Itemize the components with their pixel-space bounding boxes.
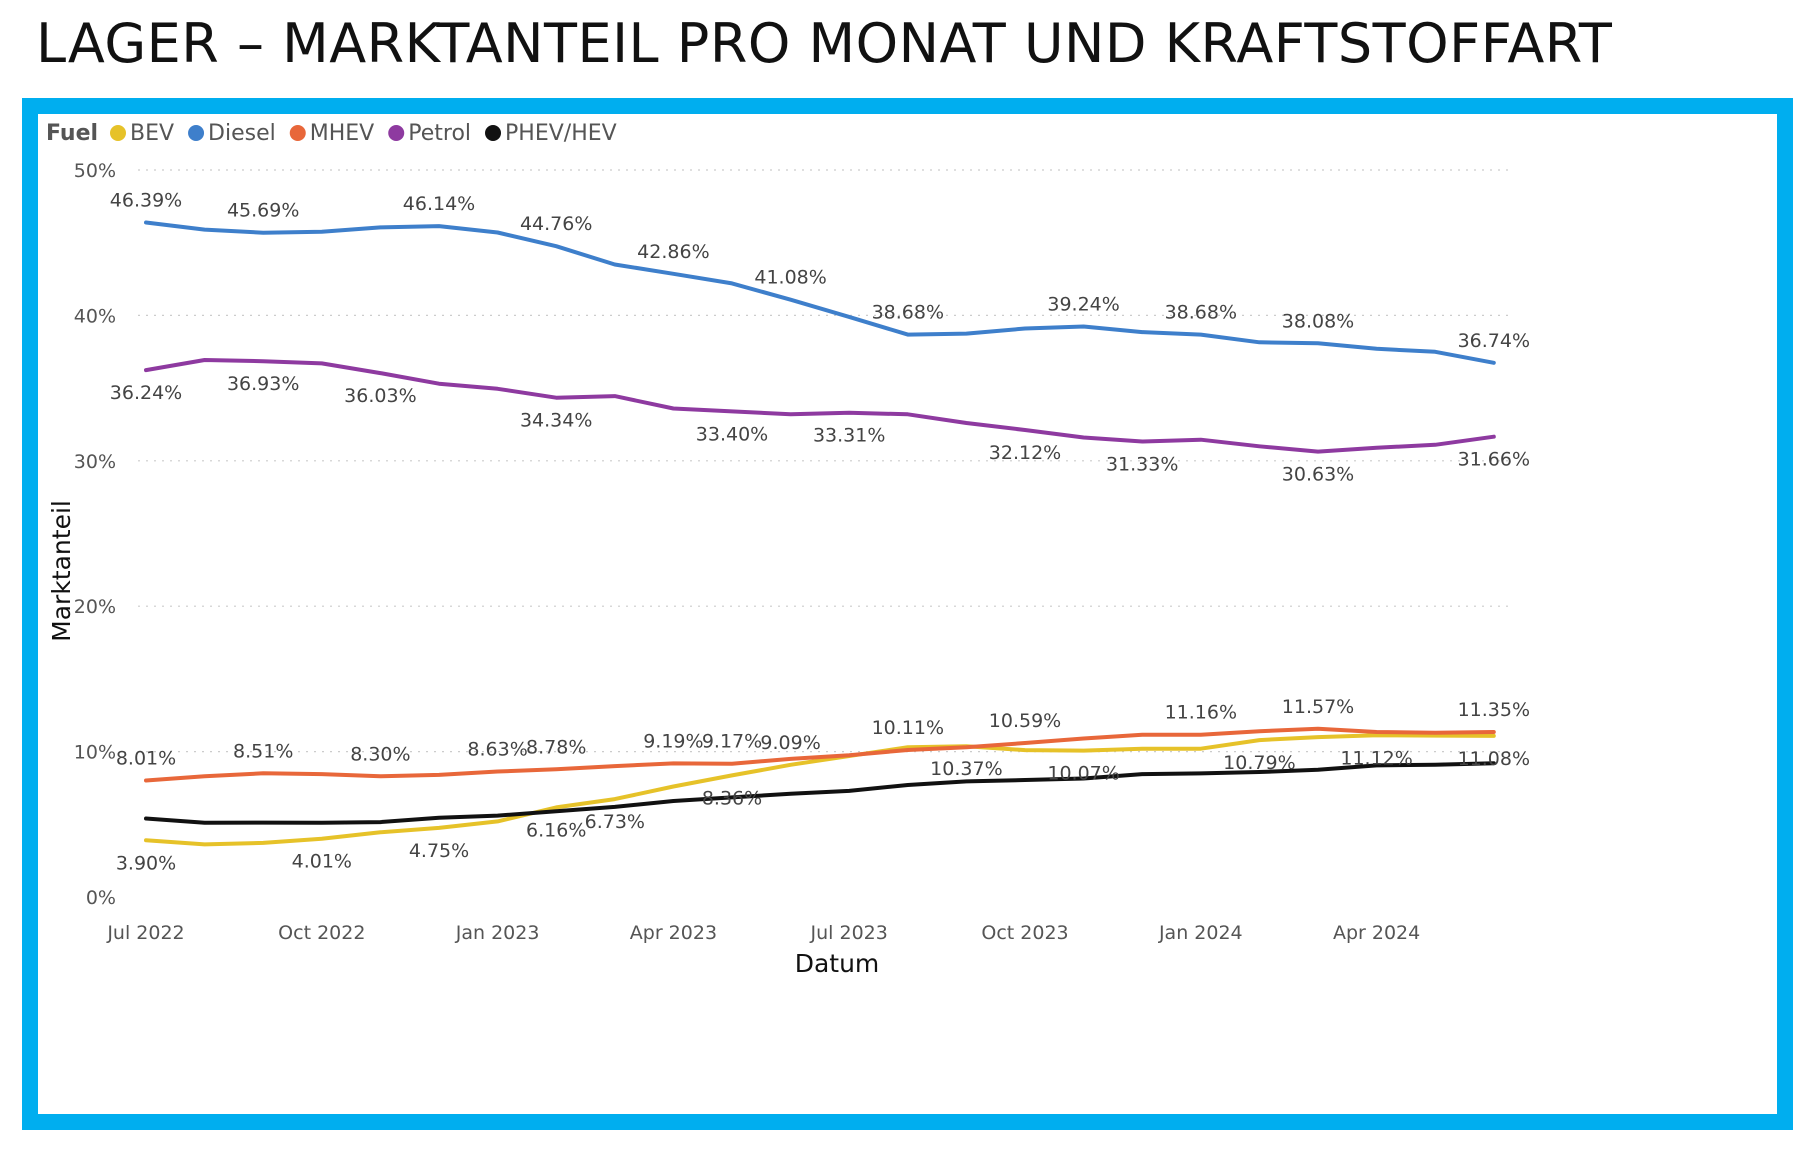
y-tick-label: 10% [74, 742, 116, 764]
data-label: 10.37% [930, 758, 1002, 780]
series-line-bev [144, 733, 1496, 847]
series-line-petrol [144, 358, 1496, 454]
page-title: LAGER – MARKTANTEIL PRO MONAT UND KRAFTS… [36, 12, 1613, 75]
y-tick-label: 0% [86, 887, 116, 909]
x-tick-label: Jul 2023 [810, 922, 888, 944]
data-label: 33.31% [813, 425, 885, 447]
data-label: 38.68% [1165, 302, 1237, 324]
x-tick-label: Oct 2022 [278, 922, 365, 944]
data-label: 46.14% [403, 193, 475, 215]
data-label: 31.66% [1458, 449, 1530, 471]
series-line-diesel [144, 220, 1496, 365]
legend-label: MHEV [310, 121, 374, 146]
y-tick-label: 50% [74, 160, 116, 182]
data-label: 8.78% [526, 736, 586, 758]
data-label: 8.01% [116, 748, 176, 770]
data-label: 41.08% [754, 267, 826, 289]
data-label: 6.73% [585, 811, 645, 833]
y-axis-ticks: 0% 10% 20% 30% 40% 50% [74, 160, 116, 909]
data-label: 33.40% [696, 423, 768, 445]
legend-item-mhev[interactable]: MHEV [289, 121, 374, 146]
data-label: 10.59% [989, 710, 1061, 732]
series-line-phev-hev [144, 761, 1496, 825]
legend-label: PHEV/HEV [505, 121, 617, 146]
legend-marker-icon [110, 125, 126, 141]
data-label: 36.24% [110, 382, 182, 404]
series-lines [144, 220, 1496, 847]
data-label: 9.19% [643, 730, 703, 752]
legend-marker-icon [188, 125, 205, 141]
y-axis-title: Marktanteil [47, 500, 76, 642]
data-label: 36.93% [227, 373, 299, 395]
y-tick-label: 40% [74, 305, 116, 327]
data-label: 11.12% [1340, 747, 1412, 769]
data-label: 38.68% [872, 302, 944, 324]
data-label: 3.90% [116, 852, 176, 874]
x-tick-label: Jan 2023 [455, 922, 540, 944]
line-chart: Fuel BEV Diesel MHEV Petrol PHEV/HEV 0% 10% 20%… [46, 121, 1530, 978]
data-label: 4.01% [292, 851, 352, 873]
legend-marker-icon [289, 125, 306, 141]
chart-frame: Fuel BEV Diesel MHEV Petrol PHEV/HEV 0% 10% 20%… [22, 98, 1793, 1130]
data-label: 4.75% [409, 840, 469, 862]
data-label: 30.63% [1282, 464, 1354, 486]
legend-label: Petrol [408, 121, 471, 146]
data-label: 42.86% [637, 241, 709, 263]
data-label: 36.74% [1458, 330, 1530, 352]
data-label: 6.16% [526, 819, 586, 841]
y-tick-label: 30% [74, 451, 116, 473]
data-label: 10.11% [872, 717, 944, 739]
data-label: 10.07% [1047, 763, 1119, 785]
x-tick-label: Jul 2022 [106, 922, 184, 944]
series-line-mhev [144, 726, 1496, 783]
x-tick-label: Jan 2024 [1158, 922, 1243, 944]
x-tick-label: Apr 2024 [1333, 922, 1420, 944]
data-label: 36.03% [344, 385, 416, 407]
y-tick-label: 20% [74, 596, 116, 618]
x-axis-title: Datum [795, 949, 880, 978]
data-label: 11.08% [1458, 748, 1530, 770]
legend-title: Fuel [46, 121, 98, 146]
legend-label: BEV [130, 121, 174, 146]
data-label: 8.63% [467, 739, 527, 761]
data-label: 8.30% [350, 743, 410, 765]
data-label: 11.35% [1458, 699, 1530, 721]
data-label: 8.36% [702, 787, 762, 809]
legend-label: Diesel [208, 121, 276, 146]
data-label: 44.76% [520, 213, 592, 235]
legend-item-phev-hev[interactable]: PHEV/HEV [485, 121, 617, 146]
data-label: 45.69% [227, 200, 299, 222]
x-tick-label: Oct 2023 [981, 922, 1068, 944]
x-tick-label: Apr 2023 [630, 922, 717, 944]
data-label: 38.08% [1282, 310, 1354, 332]
data-label: 39.24% [1047, 293, 1119, 315]
gridlines [138, 169, 1513, 753]
x-axis-ticks: Jul 2022 Oct 2022 Jan 2023 Apr 2023 Jul 2023… [106, 922, 1420, 944]
data-label: 9.17% [702, 731, 762, 753]
data-labels: 3.90% 4.01% 4.75% 6.16%6.73% 8.36% 9.09% 10.37… [110, 189, 1530, 874]
data-label: 11.57% [1282, 696, 1354, 718]
data-label: 8.51% [233, 740, 293, 762]
legend: Fuel BEV Diesel MHEV Petrol PHEV/HEV [46, 121, 617, 146]
data-label: 32.12% [989, 442, 1061, 464]
data-label: 11.16% [1165, 702, 1237, 724]
data-label: 10.79% [1223, 752, 1295, 774]
data-label: 34.34% [520, 410, 592, 432]
legend-item-bev[interactable]: BEV [110, 121, 174, 146]
legend-marker-icon [485, 125, 502, 141]
data-label: 46.39% [110, 189, 182, 211]
legend-item-petrol[interactable]: Petrol [388, 121, 471, 146]
data-label: 9.09% [760, 732, 820, 754]
legend-marker-icon [388, 125, 405, 141]
data-label: 31.33% [1106, 453, 1178, 475]
legend-item-diesel[interactable]: Diesel [188, 121, 276, 146]
